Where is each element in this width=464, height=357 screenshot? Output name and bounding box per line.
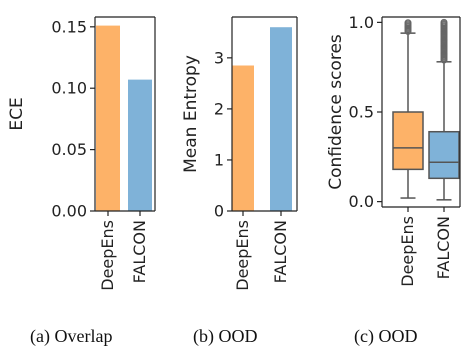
y-tick-label: 1.0 — [349, 13, 374, 32]
outlier-point — [440, 18, 448, 26]
y-tick-label: 0.15 — [51, 17, 87, 36]
x-tick-label-deepens: DeepEns — [398, 216, 417, 287]
y-tick-label: 3 — [214, 48, 224, 67]
y-tick-label: 0.10 — [51, 79, 87, 98]
box-falcon — [428, 130, 460, 180]
y-tick-label: 0.0 — [349, 192, 374, 211]
y-tick-label: 0.5 — [349, 103, 374, 122]
bar-falcon — [128, 79, 152, 211]
outlier-point — [404, 19, 412, 27]
panel-a-chart: 0.00 0.05 0.10 0.15 DeepEns FALCON ECE — [7, 16, 156, 291]
y-tick-label: 1 — [214, 150, 224, 169]
y-axis-label: ECE — [7, 97, 27, 130]
x-tick-label-falcon: FALCON — [434, 216, 453, 279]
bar-deepens — [96, 25, 120, 211]
y-tick-label: 0.00 — [51, 202, 87, 221]
y-axis-label: Mean Entropy — [181, 55, 201, 173]
y-tick-label: 0 — [214, 202, 224, 221]
x-tick-label-falcon: FALCON — [271, 220, 290, 283]
panel-c-chart: 0.0 0.5 1.0 DeepEns FALCON Confidence scores — [326, 13, 461, 287]
panel-b-chart: 0 1 2 3 DeepEns FALCON Mean Entropy — [181, 16, 298, 291]
bar-falcon — [270, 27, 292, 211]
x-tick-label-deepens: DeepEns — [233, 220, 252, 291]
bar-deepens — [232, 65, 254, 211]
y-axis-label: Confidence scores — [326, 34, 346, 190]
y-tick-label: 2 — [214, 99, 224, 118]
x-tick-label-falcon: FALCON — [130, 220, 149, 283]
box-deepens — [392, 111, 424, 171]
caption-c: (c) OOD — [354, 326, 418, 346]
x-tick-label-deepens: DeepEns — [98, 220, 117, 291]
caption-b: (b) OOD — [193, 326, 258, 346]
y-tick-label: 0.05 — [51, 140, 87, 159]
caption-a: (a) Overlap — [30, 326, 113, 346]
